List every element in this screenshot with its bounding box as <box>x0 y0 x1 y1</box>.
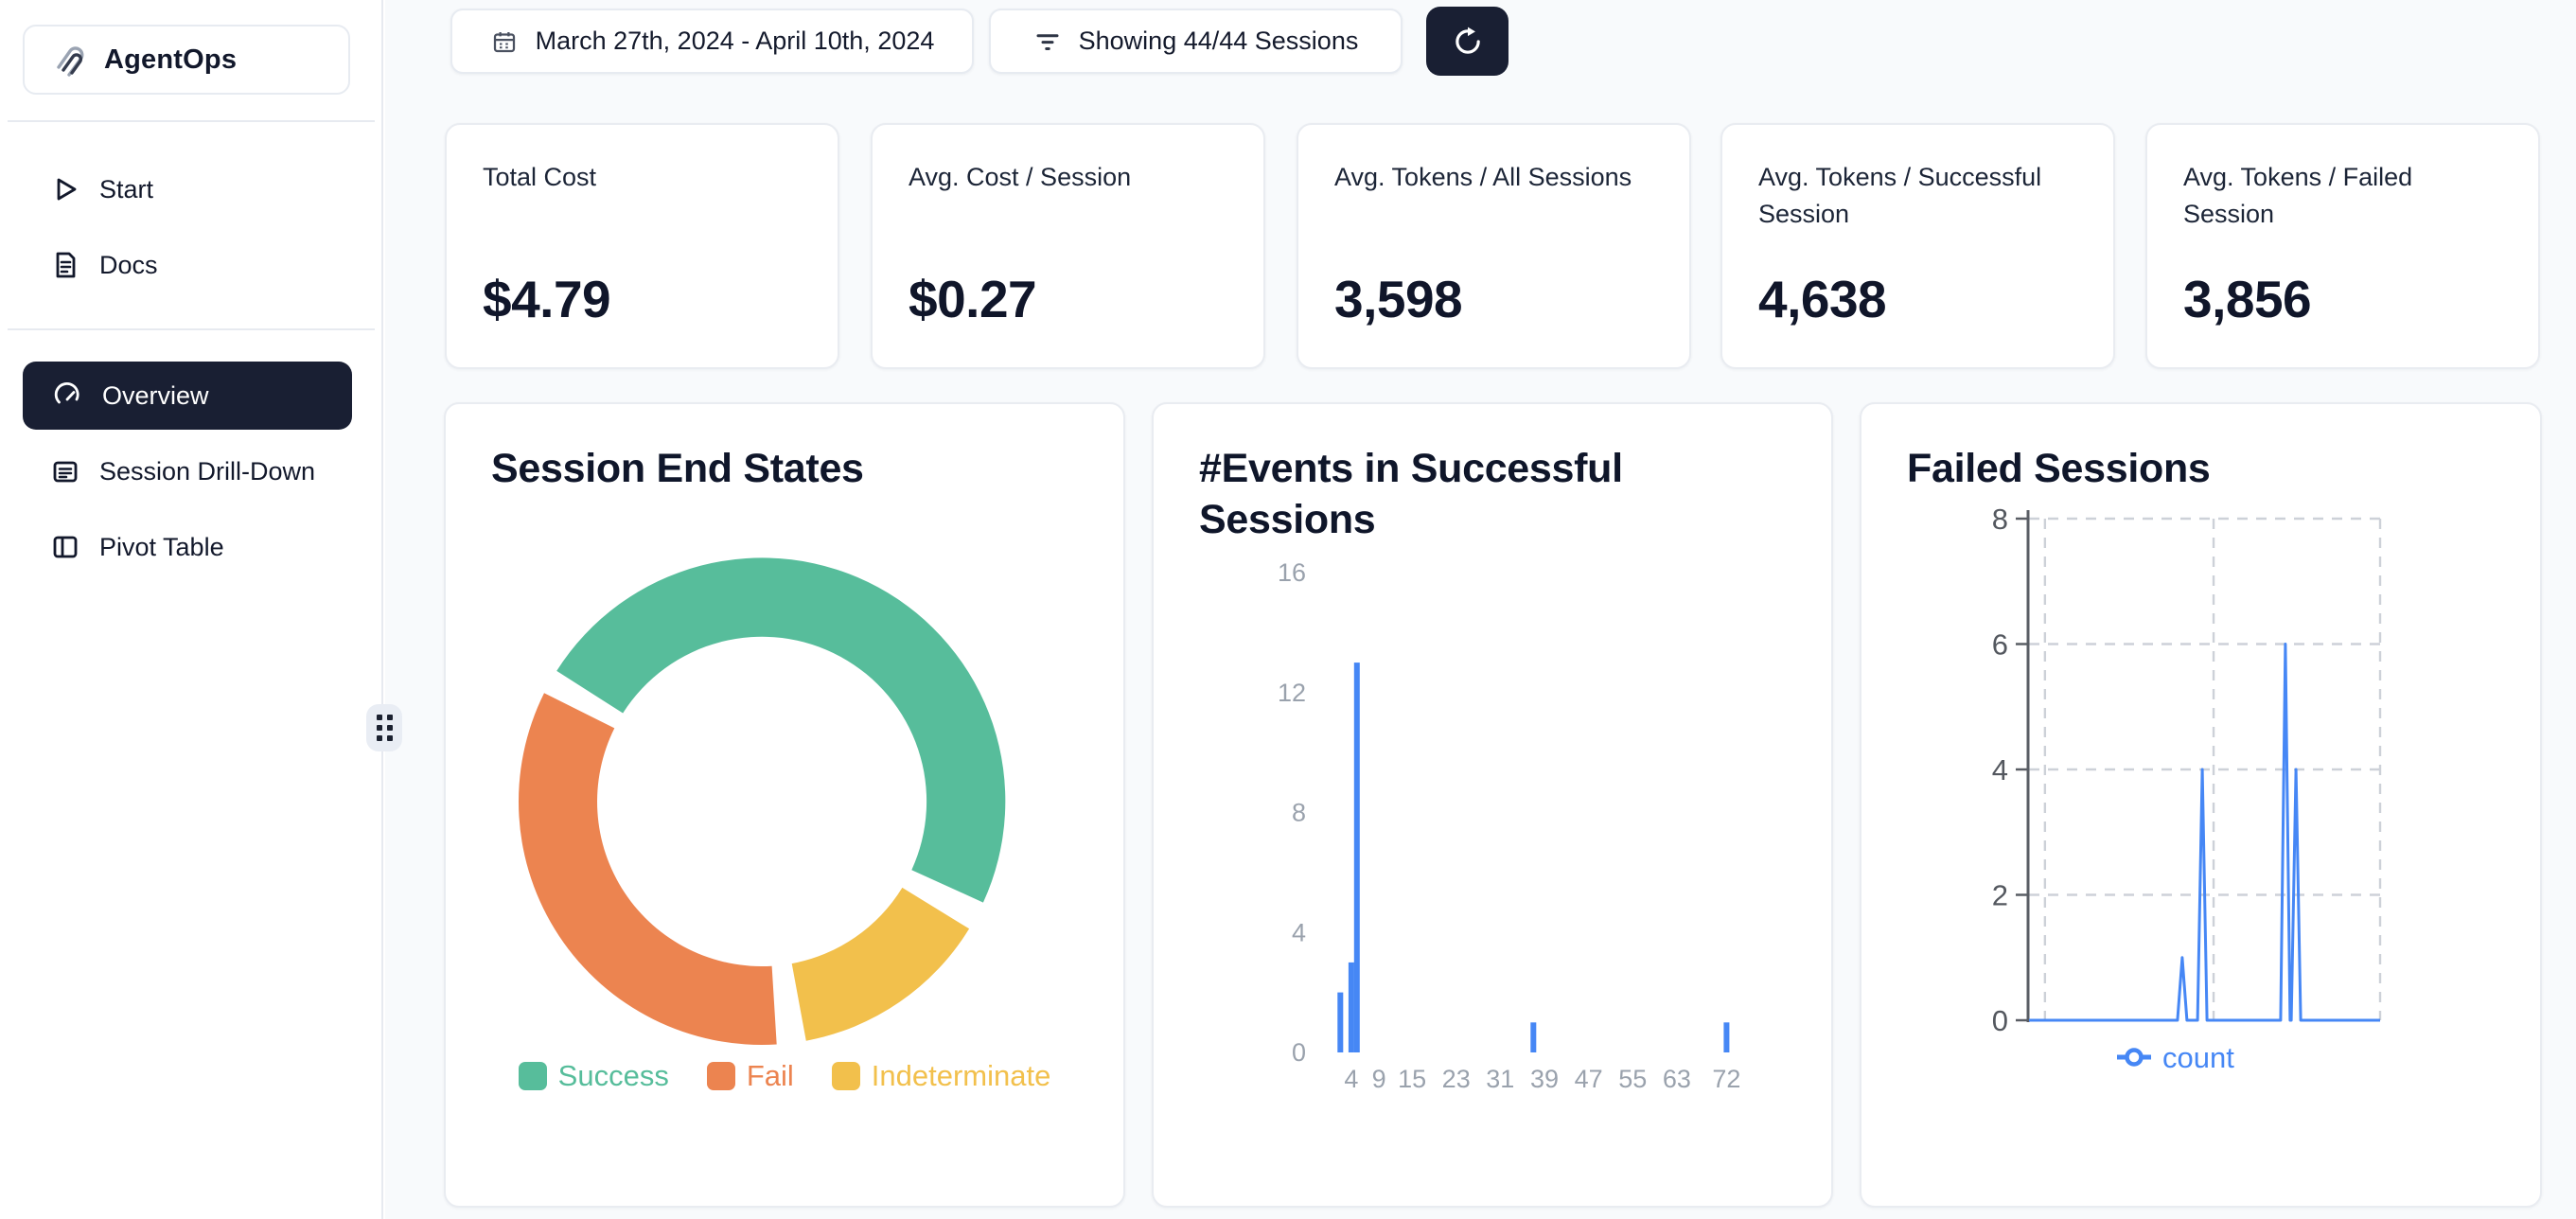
x-tick-label: 31 <box>1486 1065 1514 1093</box>
donut-segment-success <box>556 557 1006 903</box>
bar-events-37 <box>1530 1022 1537 1052</box>
stat-label: Total Cost <box>483 163 597 191</box>
sidebar-item-start[interactable]: Start <box>0 162 383 217</box>
x-tick-label: 15 <box>1398 1065 1426 1093</box>
stat-card-avg-cost-session: Avg. Cost / Session $0.27 <box>871 123 1265 369</box>
stat-label: Avg. Tokens / Successful Session <box>1758 163 2042 229</box>
sidebar-divider <box>8 328 375 330</box>
legend-swatch <box>706 1062 735 1090</box>
donut-segment-fail <box>518 693 777 1045</box>
filter-sessions-button[interactable]: Showing 44/44 Sessions <box>989 9 1403 74</box>
chart-title: #Events in Successful Sessions <box>1199 446 1623 542</box>
refresh-icon <box>1455 26 1480 54</box>
bar-events-5 <box>1353 662 1360 1052</box>
sidebar-item-overview[interactable]: Overview <box>23 362 352 430</box>
legend-label: count <box>2162 1041 2234 1074</box>
stat-card-avg-tokens-failed: Avg. Tokens / Failed Session 3,856 <box>2145 123 2540 369</box>
y-tick-label: 6 <box>1992 628 2008 662</box>
stat-label: Avg. Cost / Session <box>909 163 1132 191</box>
x-tick-label: 9 <box>1372 1065 1386 1093</box>
legend-item-indeterminate[interactable]: Indeterminate <box>831 1059 1051 1093</box>
x-tick-label: 63 <box>1663 1065 1691 1093</box>
sidebar-item-session-drill-down[interactable]: Session Drill-Down <box>0 437 383 505</box>
x-tick-label: 39 <box>1530 1065 1559 1093</box>
legend-swatch <box>831 1062 860 1090</box>
x-tick-label: 72 <box>1712 1065 1740 1093</box>
stat-value: 3,856 <box>2183 270 2312 328</box>
stat-card-avg-tokens-all: Avg. Tokens / All Sessions 3,598 <box>1297 123 1691 369</box>
app-logo[interactable]: AgentOps <box>23 25 350 95</box>
legend-swatch <box>518 1062 547 1090</box>
chart-title: Session End States <box>491 446 864 491</box>
stat-card-total-cost: Total Cost $4.79 <box>445 123 839 369</box>
y-tick-label: 16 <box>1278 558 1306 587</box>
y-tick-label: 0 <box>1992 1004 2008 1037</box>
y-tick-label: 4 <box>1292 918 1306 946</box>
stat-value: $4.79 <box>483 270 611 328</box>
y-tick-label: 12 <box>1278 679 1306 707</box>
sidebar-item-label: Overview <box>102 380 209 410</box>
date-range-label: March 27th, 2024 - April 10th, 2024 <box>535 26 935 55</box>
legend-item-fail[interactable]: Fail <box>706 1059 794 1093</box>
stat-card-avg-tokens-successful: Avg. Tokens / Successful Session 4,638 <box>1720 123 2115 369</box>
bar-events-4 <box>1348 962 1354 1052</box>
x-tick-label: 4 <box>1344 1065 1358 1093</box>
sidebar-item-label: Start <box>99 174 154 203</box>
bar-events-72 <box>1723 1022 1730 1052</box>
bar-events-2 <box>1337 992 1344 1052</box>
y-tick-label: 8 <box>1992 503 2008 536</box>
refresh-button[interactable] <box>1426 7 1509 76</box>
list-card-icon <box>53 461 78 483</box>
filter-label: Showing 44/44 Sessions <box>1078 26 1359 55</box>
y-tick-label: 8 <box>1292 799 1306 827</box>
session-end-states-donut-chart <box>518 557 1006 1045</box>
stat-value: 4,638 <box>1758 270 1887 328</box>
count-series-line <box>2029 643 2380 1022</box>
y-tick-label: 2 <box>1992 879 2008 912</box>
x-tick-label: 47 <box>1575 1065 1603 1093</box>
legend-label: Success <box>557 1059 669 1092</box>
sidebar: AgentOps Start Docs Overview Session Dri… <box>0 0 383 1219</box>
sidebar-item-docs[interactable]: Docs <box>0 238 383 292</box>
donut-segment-indeterminate <box>791 887 970 1041</box>
sidebar-item-label: Session Drill-Down <box>99 456 316 486</box>
sidebar-item-label: Pivot Table <box>99 532 224 561</box>
x-tick-label: 23 <box>1442 1065 1471 1093</box>
legend-item-success[interactable]: Success <box>518 1059 669 1093</box>
failed-sessions-line-chart: 0 2 4 6 8 count <box>1992 503 2382 1074</box>
stat-value: $0.27 <box>909 270 1037 328</box>
sidebar-resize-grip[interactable] <box>366 704 402 751</box>
sidebar-item-pivot-table[interactable]: Pivot Table <box>0 513 383 581</box>
main-content: March 27th, 2024 - April 10th, 2024 Show… <box>385 0 2576 1219</box>
calendar-icon <box>493 31 515 52</box>
legend-marker-ring <box>2125 1048 2144 1067</box>
donut-legend: Success Fail Indeterminate <box>446 1059 1123 1093</box>
gauge-icon <box>54 382 79 404</box>
legend-label: Fail <box>746 1059 794 1092</box>
chart-card-session-end-states: Session End States Success Fail Indetermin… <box>444 402 1125 1208</box>
stat-value: 3,598 <box>1334 270 1463 328</box>
y-tick-label: 0 <box>1292 1038 1306 1067</box>
chart-card-failed-sessions: Failed Sessions 0 2 4 6 8 count <box>1860 402 2542 1208</box>
line-legend[interactable]: count <box>2117 1041 2234 1074</box>
y-tick-label: 4 <box>1992 753 2008 786</box>
grip-dots-icon <box>376 715 393 741</box>
sidebar-item-label: Docs <box>99 250 158 279</box>
columns-icon <box>53 536 78 558</box>
play-icon <box>57 178 77 201</box>
filter-icon <box>1036 33 1059 50</box>
agentops-logo-icon <box>57 46 84 77</box>
chart-card-events-in-successful-sessions: #Events in Successful Sessions 0 4 8 12 16 4 9… <box>1152 402 1833 1208</box>
file-text-icon <box>56 252 76 278</box>
app-name: AgentOps <box>104 44 238 75</box>
sidebar-divider <box>8 120 375 122</box>
date-range-button[interactable]: March 27th, 2024 - April 10th, 2024 <box>450 9 974 74</box>
chart-title: Failed Sessions <box>1907 446 2211 491</box>
x-tick-label: 55 <box>1618 1065 1647 1093</box>
legend-label: Indeterminate <box>871 1059 1051 1092</box>
stat-label: Avg. Tokens / Failed Session <box>2183 163 2413 229</box>
stat-label: Avg. Tokens / All Sessions <box>1334 163 1632 191</box>
